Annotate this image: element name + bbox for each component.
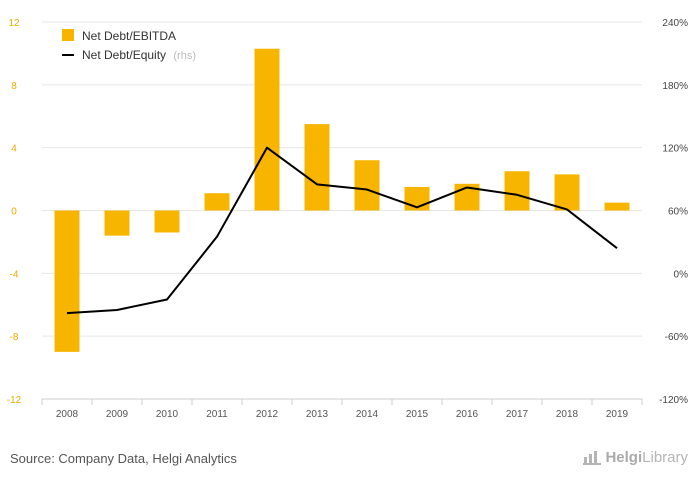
x-tick-label: 2009 <box>106 409 129 420</box>
bar-2013 <box>304 124 330 211</box>
y-left-tick-label: 8 <box>11 81 17 92</box>
y-right-tick-label: -60% <box>665 332 688 343</box>
line-net-debt-equity <box>66 146 618 315</box>
legend-label-note: (rhs) <box>173 50 196 62</box>
y-left-tick-label: -12 <box>7 395 22 406</box>
x-tick-label: 2014 <box>356 409 379 420</box>
bar-2014 <box>354 160 380 211</box>
bar-2018 <box>554 174 580 211</box>
chart-logo-icon <box>583 450 602 465</box>
brand-logo: HelgiLibrary <box>583 449 688 466</box>
svg-text:Net Debt/Equity (rhs): Net Debt/Equity (rhs) <box>82 48 196 62</box>
y-left-tick-label: 12 <box>8 18 20 29</box>
x-tick-label: 2015 <box>406 409 429 420</box>
bar-2010 <box>154 210 180 233</box>
y-right-tick-label: 180% <box>662 81 688 92</box>
y-right-tick-label: 60% <box>668 207 688 218</box>
y-left-tick-label: -8 <box>10 332 19 343</box>
bar-series <box>54 48 630 352</box>
y-left-tick-label: 4 <box>11 144 17 155</box>
brand-name-b: Library <box>642 449 688 466</box>
x-tick-label: 2008 <box>56 409 79 420</box>
x-tick-label: 2019 <box>606 409 629 420</box>
y-right-tick-label: 0% <box>674 269 689 280</box>
bar-2011 <box>204 193 230 211</box>
legend-swatch-bar <box>62 29 74 41</box>
y-left-tick-label: -4 <box>10 269 19 280</box>
bar-2012 <box>254 48 280 211</box>
bar-2017 <box>504 171 530 211</box>
y-right-tick-label: 120% <box>662 144 688 155</box>
x-tick-label: 2016 <box>456 409 479 420</box>
x-tick-label: 2018 <box>556 409 579 420</box>
axes: 12 240% 8 180% 4 120% 0 60% -4 0% -8 -60% -12 -120% 20… <box>7 18 688 420</box>
x-tick-label: 2010 <box>156 409 179 420</box>
brand-name-a: Helgi <box>605 449 643 466</box>
legend: Net Debt/EBITDA Net Debt/Equity (rhs) <box>62 29 196 62</box>
chart: 12 240% 8 180% 4 120% 0 60% -4 0% -8 -60% -12 -120% 20… <box>7 18 688 420</box>
line-series <box>66 146 618 315</box>
gridlines <box>42 21 642 400</box>
legend-label-bar: Net Debt/EBITDA <box>82 29 176 43</box>
source-note: Source: Company Data, Helgi Analytics <box>10 451 237 466</box>
y-right-tick-label: 240% <box>662 18 688 29</box>
bar-2008 <box>54 210 80 352</box>
y-right-tick-label: -120% <box>659 395 688 406</box>
x-tick-label: 2011 <box>206 409 228 420</box>
x-tick-label: 2017 <box>506 409 529 420</box>
legend-label-line: Net Debt/Equity <box>82 48 166 62</box>
bar-2009 <box>104 210 130 236</box>
y-left-tick-label: 0 <box>11 207 17 218</box>
x-tick-label: 2013 <box>306 409 329 420</box>
x-tick-label: 2012 <box>256 409 279 420</box>
bar-2019 <box>604 202 630 211</box>
